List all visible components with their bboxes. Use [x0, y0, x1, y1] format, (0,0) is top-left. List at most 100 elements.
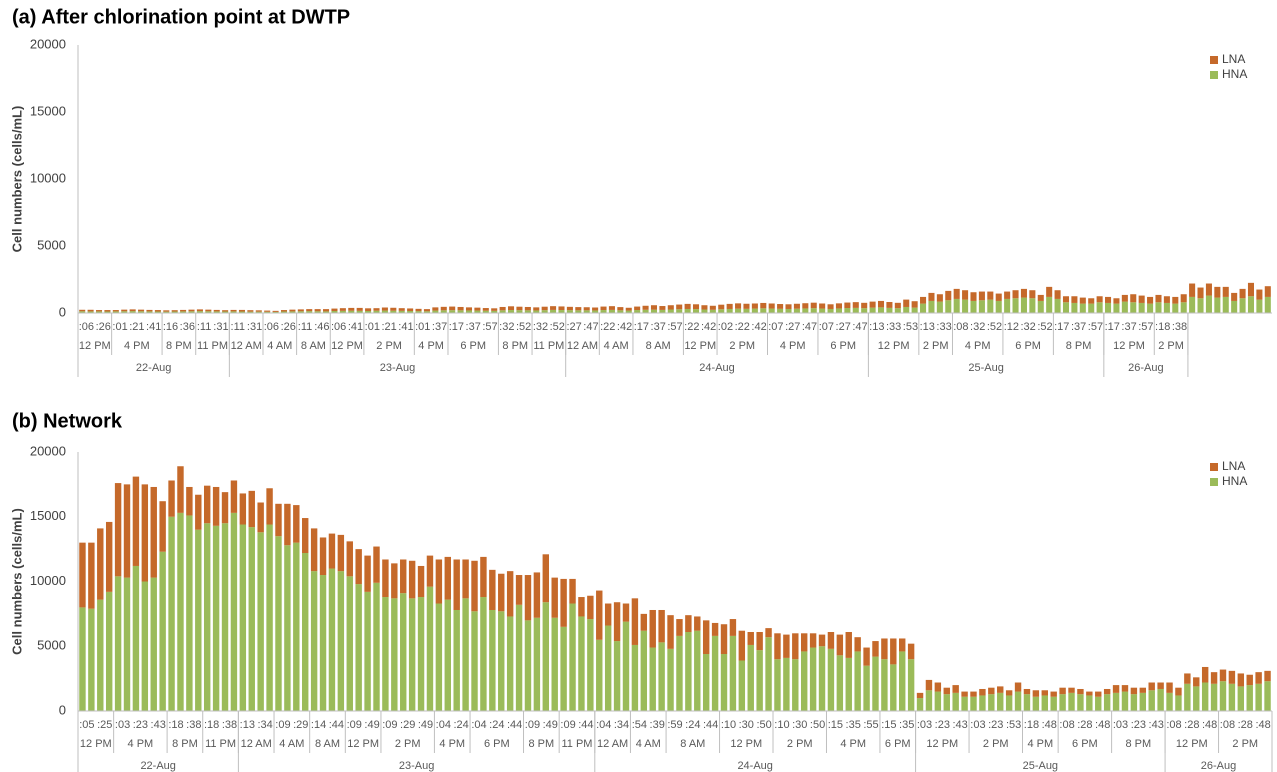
bar	[114, 483, 122, 577]
bar	[1201, 666, 1209, 683]
bar	[426, 555, 434, 587]
bar	[634, 306, 641, 311]
bar	[415, 311, 422, 313]
bar	[440, 306, 447, 311]
x-tick-label: :38	[186, 719, 201, 731]
x-tick-label: :10	[721, 719, 736, 731]
hour-label: 12 PM	[331, 340, 363, 352]
bar	[205, 311, 212, 313]
x-tick-label: :03	[1113, 719, 1128, 731]
x-tick-label: :09	[382, 719, 397, 731]
bar	[881, 659, 888, 711]
bar	[1189, 283, 1196, 297]
bar	[1050, 696, 1057, 711]
bar	[667, 615, 674, 649]
x-tick-label: :54	[632, 719, 647, 731]
hour-label: 4 PM	[128, 738, 154, 750]
hour-label: 12 PM	[1176, 738, 1208, 750]
bar	[524, 310, 531, 313]
bar	[1004, 298, 1011, 313]
x-tick-label: :44	[329, 719, 344, 731]
bar	[474, 307, 481, 311]
bar	[506, 571, 514, 617]
x-tick-label: :52	[550, 321, 565, 333]
bar	[640, 613, 648, 631]
bar	[1113, 303, 1120, 313]
hour-label: 12 PM	[1113, 340, 1145, 352]
bar	[1175, 687, 1182, 696]
bar	[962, 299, 969, 313]
bar	[1079, 297, 1086, 304]
bar	[348, 307, 355, 311]
hour-label: 6 PM	[830, 340, 856, 352]
x-tick-label: :48	[1095, 719, 1110, 731]
bar	[121, 311, 128, 313]
bar	[257, 532, 264, 711]
bar	[676, 635, 683, 711]
bar	[978, 291, 985, 301]
bar	[398, 308, 405, 311]
bar	[432, 307, 439, 311]
bar	[1096, 302, 1103, 313]
bar	[827, 308, 834, 313]
bar	[836, 655, 844, 711]
bar	[390, 310, 397, 313]
bar	[692, 304, 700, 310]
bar	[177, 466, 184, 513]
bar	[566, 310, 573, 313]
x-tick-label: :13	[920, 321, 935, 333]
hour-label: 2 PM	[923, 340, 949, 352]
bar	[186, 486, 193, 516]
bar	[1147, 303, 1154, 313]
bar	[604, 625, 612, 711]
bar	[516, 310, 523, 313]
bar	[694, 616, 701, 631]
bar	[491, 310, 498, 313]
x-tick-label: :30	[739, 719, 754, 731]
x-tick-label: :01	[365, 321, 380, 333]
x-tick-label: :27	[566, 321, 581, 333]
hour-label: 11 PM	[561, 738, 592, 750]
bar	[890, 638, 897, 665]
x-tick-label: :30	[792, 719, 807, 731]
bar	[138, 311, 145, 313]
bar	[489, 609, 496, 711]
x-tick-label: :57	[1138, 321, 1153, 333]
bar	[146, 309, 153, 312]
bar	[894, 308, 901, 313]
bar	[542, 602, 550, 711]
bar	[248, 490, 255, 528]
bar	[684, 308, 691, 313]
bar	[1264, 681, 1271, 711]
bar	[1172, 303, 1179, 313]
bar	[729, 635, 737, 711]
bar	[877, 300, 885, 308]
bar	[765, 637, 772, 711]
hour-label: 4 AM	[636, 738, 661, 750]
bar	[112, 310, 119, 312]
x-tick-label: :16	[163, 321, 178, 333]
bar	[328, 533, 336, 569]
legend-swatch	[1210, 463, 1218, 471]
bar	[417, 597, 425, 711]
bar	[659, 306, 666, 310]
hour-label: 6 PM	[885, 738, 911, 750]
hour-label: 4 AM	[279, 738, 304, 750]
x-tick-label: :24	[685, 719, 700, 731]
bar	[800, 633, 808, 652]
bar	[1219, 669, 1227, 682]
hour-label: 8 PM	[1066, 340, 1092, 352]
y-tick-label: 15000	[30, 103, 66, 118]
bar	[203, 485, 211, 524]
bar	[440, 310, 447, 313]
x-tick-label: :33	[936, 321, 951, 333]
bar	[132, 565, 140, 711]
bar	[449, 306, 456, 311]
bar	[195, 494, 202, 530]
x-tick-label: :32	[499, 321, 514, 333]
bar	[457, 310, 464, 313]
bar	[221, 523, 229, 711]
bar	[1147, 296, 1154, 304]
bar	[1219, 681, 1227, 711]
